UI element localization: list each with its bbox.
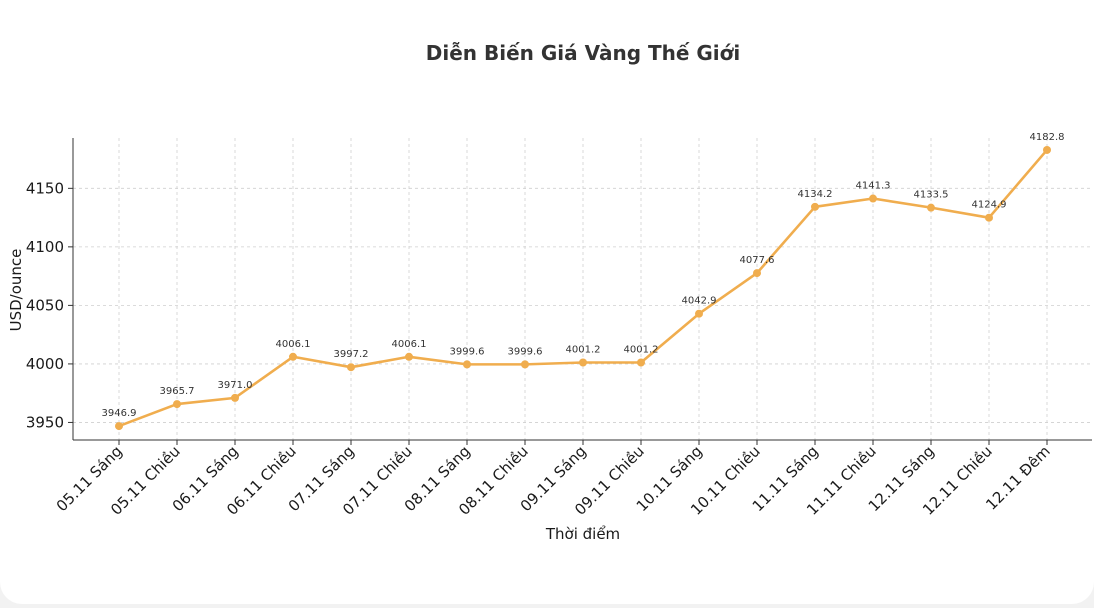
data-label: 3999.6 xyxy=(508,346,543,357)
data-point xyxy=(869,194,877,203)
y-tick-label: 4100 xyxy=(26,238,64,256)
data-label: 3997.2 xyxy=(334,349,369,360)
data-point xyxy=(579,358,587,367)
data-labels: 3946.9 3965.7 3971.0 4006.1 3997.2 4006.1 3999… xyxy=(102,132,1065,419)
data-point xyxy=(1043,145,1051,154)
data-label: 4042.9 xyxy=(682,296,717,307)
data-label: 4182.8 xyxy=(1030,132,1065,143)
data-label: 4006.1 xyxy=(276,339,311,350)
data-label: 4124.9 xyxy=(972,200,1007,211)
data-point xyxy=(695,309,703,318)
data-label: 3946.9 xyxy=(102,408,137,419)
data-point xyxy=(463,360,471,369)
data-point xyxy=(927,203,935,212)
y-axis-label: USD/ounce xyxy=(7,249,25,332)
data-label: 3965.7 xyxy=(160,386,195,397)
data-point xyxy=(753,269,761,278)
data-label: 4141.3 xyxy=(856,181,891,192)
data-point xyxy=(811,202,819,211)
y-tick-label: 4000 xyxy=(26,355,64,373)
data-label: 4001.2 xyxy=(624,345,659,356)
grid-lines xyxy=(73,138,1092,440)
data-label: 4133.5 xyxy=(914,190,949,201)
data-point xyxy=(231,393,239,402)
data-label: 3999.6 xyxy=(450,346,485,357)
y-tick-label: 4050 xyxy=(26,296,64,314)
axes xyxy=(68,138,1092,445)
data-point xyxy=(173,400,181,409)
data-point xyxy=(985,213,993,222)
y-tick-label: 4150 xyxy=(26,179,64,197)
x-axis-label: Thời điểm xyxy=(545,525,620,543)
data-label: 4006.1 xyxy=(392,339,427,350)
data-point xyxy=(115,422,123,431)
y-tick-label: 3950 xyxy=(26,413,64,431)
data-point xyxy=(637,358,645,367)
data-label: 3971.0 xyxy=(218,380,253,391)
data-point xyxy=(289,352,297,361)
data-label: 4001.2 xyxy=(566,345,601,356)
data-label: 4134.2 xyxy=(798,189,833,200)
data-point xyxy=(521,360,529,369)
data-point xyxy=(347,363,355,372)
chart-title: Diễn Biến Giá Vàng Thế Giới xyxy=(426,41,741,65)
series-gold-price xyxy=(115,145,1051,431)
data-label: 4077.6 xyxy=(740,255,775,266)
data-point xyxy=(405,352,413,361)
